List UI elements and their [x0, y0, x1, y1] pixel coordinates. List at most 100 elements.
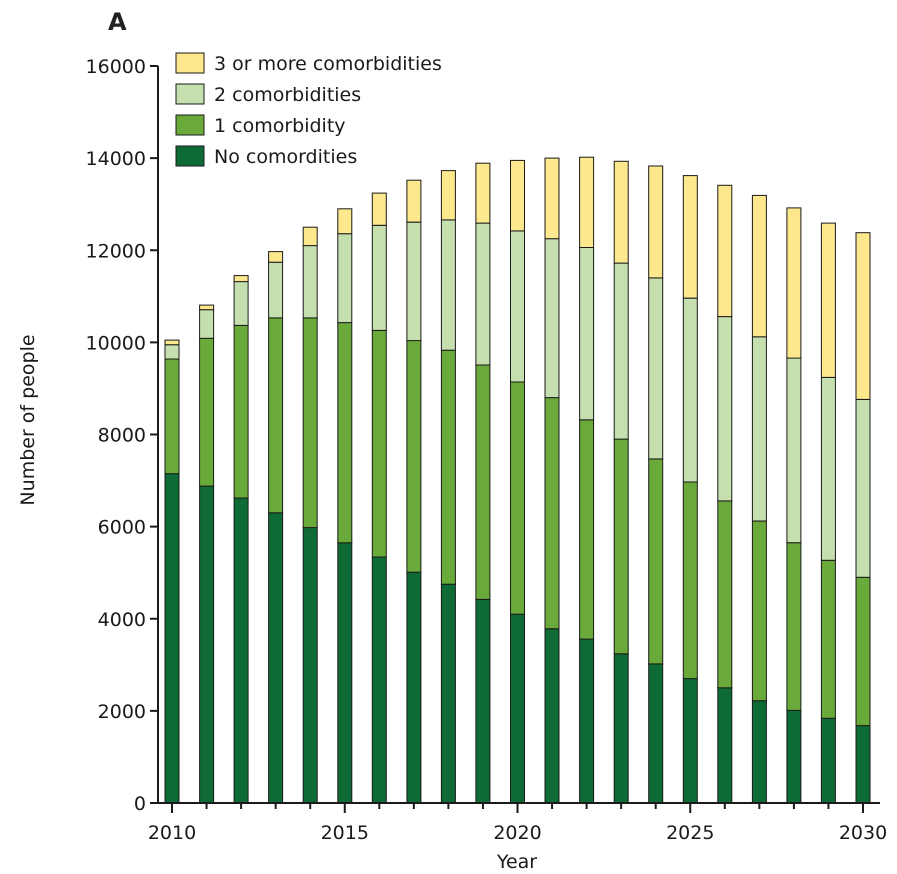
- legend-swatch: [175, 52, 205, 74]
- bar-segment-2010-s1: [164, 358, 180, 475]
- bar-segment-2025-s0: [682, 678, 698, 804]
- x-ticks-group: 2010 2015 2020 2025 2030: [148, 803, 887, 844]
- bar-segment-2024-s0: [648, 663, 664, 804]
- y-tick-label: 0: [134, 793, 146, 815]
- bar-segment-2013-s0: [268, 512, 284, 804]
- bar-segment-2030-s2: [855, 399, 871, 578]
- bar-segment-2027-s2: [751, 336, 767, 522]
- bar-segment-2022-s2: [579, 247, 595, 421]
- legend-swatch: [175, 114, 205, 136]
- x-tick-label: 2020: [493, 822, 541, 844]
- bar-segment-2028-s1: [786, 542, 802, 711]
- bar-segment-2017-s3: [406, 179, 422, 223]
- bar-segment-2012-s2: [233, 281, 249, 326]
- bar-segment-2010-s3: [164, 339, 180, 346]
- bar-segment-2020-s3: [510, 159, 525, 232]
- legend-swatch: [175, 145, 205, 167]
- bar-segment-2012-s0: [233, 497, 249, 804]
- bar-segment-2030-s1: [855, 576, 871, 727]
- bar-segment-2011-s3: [199, 304, 215, 311]
- y-tick-label: 14000: [86, 148, 146, 170]
- y-tick-label: 2000: [98, 701, 146, 723]
- bar-segment-2030-s0: [855, 725, 871, 804]
- legend-label: 1 comorbidity: [214, 115, 346, 137]
- bar-segment-2015-s3: [337, 208, 353, 235]
- bar-segment-2021-s2: [544, 238, 560, 399]
- bar-segment-2014-s3: [302, 226, 318, 247]
- bar-segment-2022-s1: [579, 419, 595, 640]
- bar-segment-2028-s3: [786, 207, 802, 359]
- legend-swatch: [175, 83, 205, 105]
- y-tick-label: 4000: [98, 609, 146, 631]
- bar-segment-2011-s0: [199, 485, 215, 804]
- bar-segment-2024-s2: [648, 277, 664, 460]
- bar-segment-2010-s0: [164, 473, 180, 804]
- bar-segment-2026-s0: [717, 687, 733, 804]
- bar-segment-2019-s1: [475, 364, 491, 600]
- bar-segment-2015-s0: [337, 542, 353, 804]
- bar-segment-2029-s2: [820, 376, 836, 561]
- bar-segment-2020-s0: [510, 613, 525, 804]
- bar-segment-2012-s3: [233, 275, 249, 283]
- bar-segment-2029-s1: [820, 559, 836, 719]
- bar-segment-2010-s2: [164, 344, 180, 360]
- bar-segment-2018-s2: [440, 219, 456, 351]
- bar-segment-2024-s3: [648, 165, 664, 279]
- x-axis-label: Year: [496, 851, 537, 873]
- bar-segment-2026-s3: [717, 184, 733, 318]
- x-tick-label: 2025: [666, 822, 714, 844]
- y-tick-label: 12000: [86, 240, 146, 262]
- bar-segment-2023-s0: [613, 653, 629, 804]
- bar-segment-2028-s2: [786, 357, 802, 544]
- bar-segment-2022-s0: [579, 638, 595, 804]
- y-tick-label: 8000: [98, 425, 146, 447]
- bar-segment-2023-s2: [613, 262, 629, 440]
- bar-segment-2025-s1: [682, 481, 698, 680]
- bar-segment-2020-s1: [510, 381, 525, 615]
- bar-segment-2025-s2: [682, 297, 698, 483]
- y-axis-label: Number of people: [17, 334, 39, 505]
- bar-segment-2026-s2: [717, 316, 733, 502]
- bar-segment-2012-s1: [233, 324, 249, 499]
- bar-segment-2020-s2: [510, 230, 525, 383]
- legend: 3 or more comorbidities 2 comorbidities 1 …: [175, 52, 442, 168]
- bar-segment-2013-s3: [268, 251, 284, 263]
- bar-segment-2019-s3: [475, 162, 491, 224]
- bar-segment-2028-s0: [786, 709, 802, 804]
- bar-segment-2017-s1: [406, 340, 422, 573]
- y-tick-label: 16000: [86, 56, 146, 78]
- x-tick-label: 2030: [839, 822, 887, 844]
- bar-segment-2022-s3: [579, 156, 595, 248]
- bar-segment-2025-s3: [682, 175, 698, 299]
- bar-segment-2015-s1: [337, 322, 353, 544]
- bar-segment-2030-s3: [855, 232, 871, 400]
- legend-label: 3 or more comorbidities: [214, 53, 442, 75]
- bar-segment-2021-s0: [544, 628, 560, 804]
- bar-segment-2018-s3: [440, 170, 456, 221]
- y-tick-label: 6000: [98, 517, 146, 539]
- panel-label: A: [108, 8, 127, 36]
- y-tick-label: 10000: [86, 332, 146, 354]
- bar-segment-2024-s1: [648, 458, 664, 665]
- bars-group: [164, 156, 871, 804]
- legend-label: No comordities: [214, 146, 357, 168]
- bar-segment-2015-s2: [337, 233, 353, 324]
- x-tick-label: 2015: [321, 822, 369, 844]
- bar-segment-2019-s2: [475, 222, 491, 366]
- bar-segment-2013-s2: [268, 261, 284, 319]
- y-ticks-group: 0 2000 4000 6000 8000 10000 12000 14000 16000: [86, 56, 158, 815]
- bar-segment-2026-s1: [717, 500, 733, 689]
- legend-label: 2 comorbidities: [214, 84, 361, 106]
- bar-segment-2013-s1: [268, 317, 284, 514]
- bar-segment-2014-s2: [302, 245, 318, 319]
- bar-segment-2029-s0: [820, 717, 836, 804]
- bar-segment-2027-s0: [751, 700, 767, 804]
- bar-segment-2018-s0: [440, 583, 456, 804]
- bar-segment-2011-s1: [199, 337, 215, 487]
- bar-segment-2016-s3: [371, 192, 387, 226]
- bar-segment-2016-s2: [371, 224, 387, 331]
- bar-segment-2021-s1: [544, 397, 560, 630]
- bar-segment-2023-s3: [613, 160, 629, 264]
- bar-segment-2019-s0: [475, 598, 491, 804]
